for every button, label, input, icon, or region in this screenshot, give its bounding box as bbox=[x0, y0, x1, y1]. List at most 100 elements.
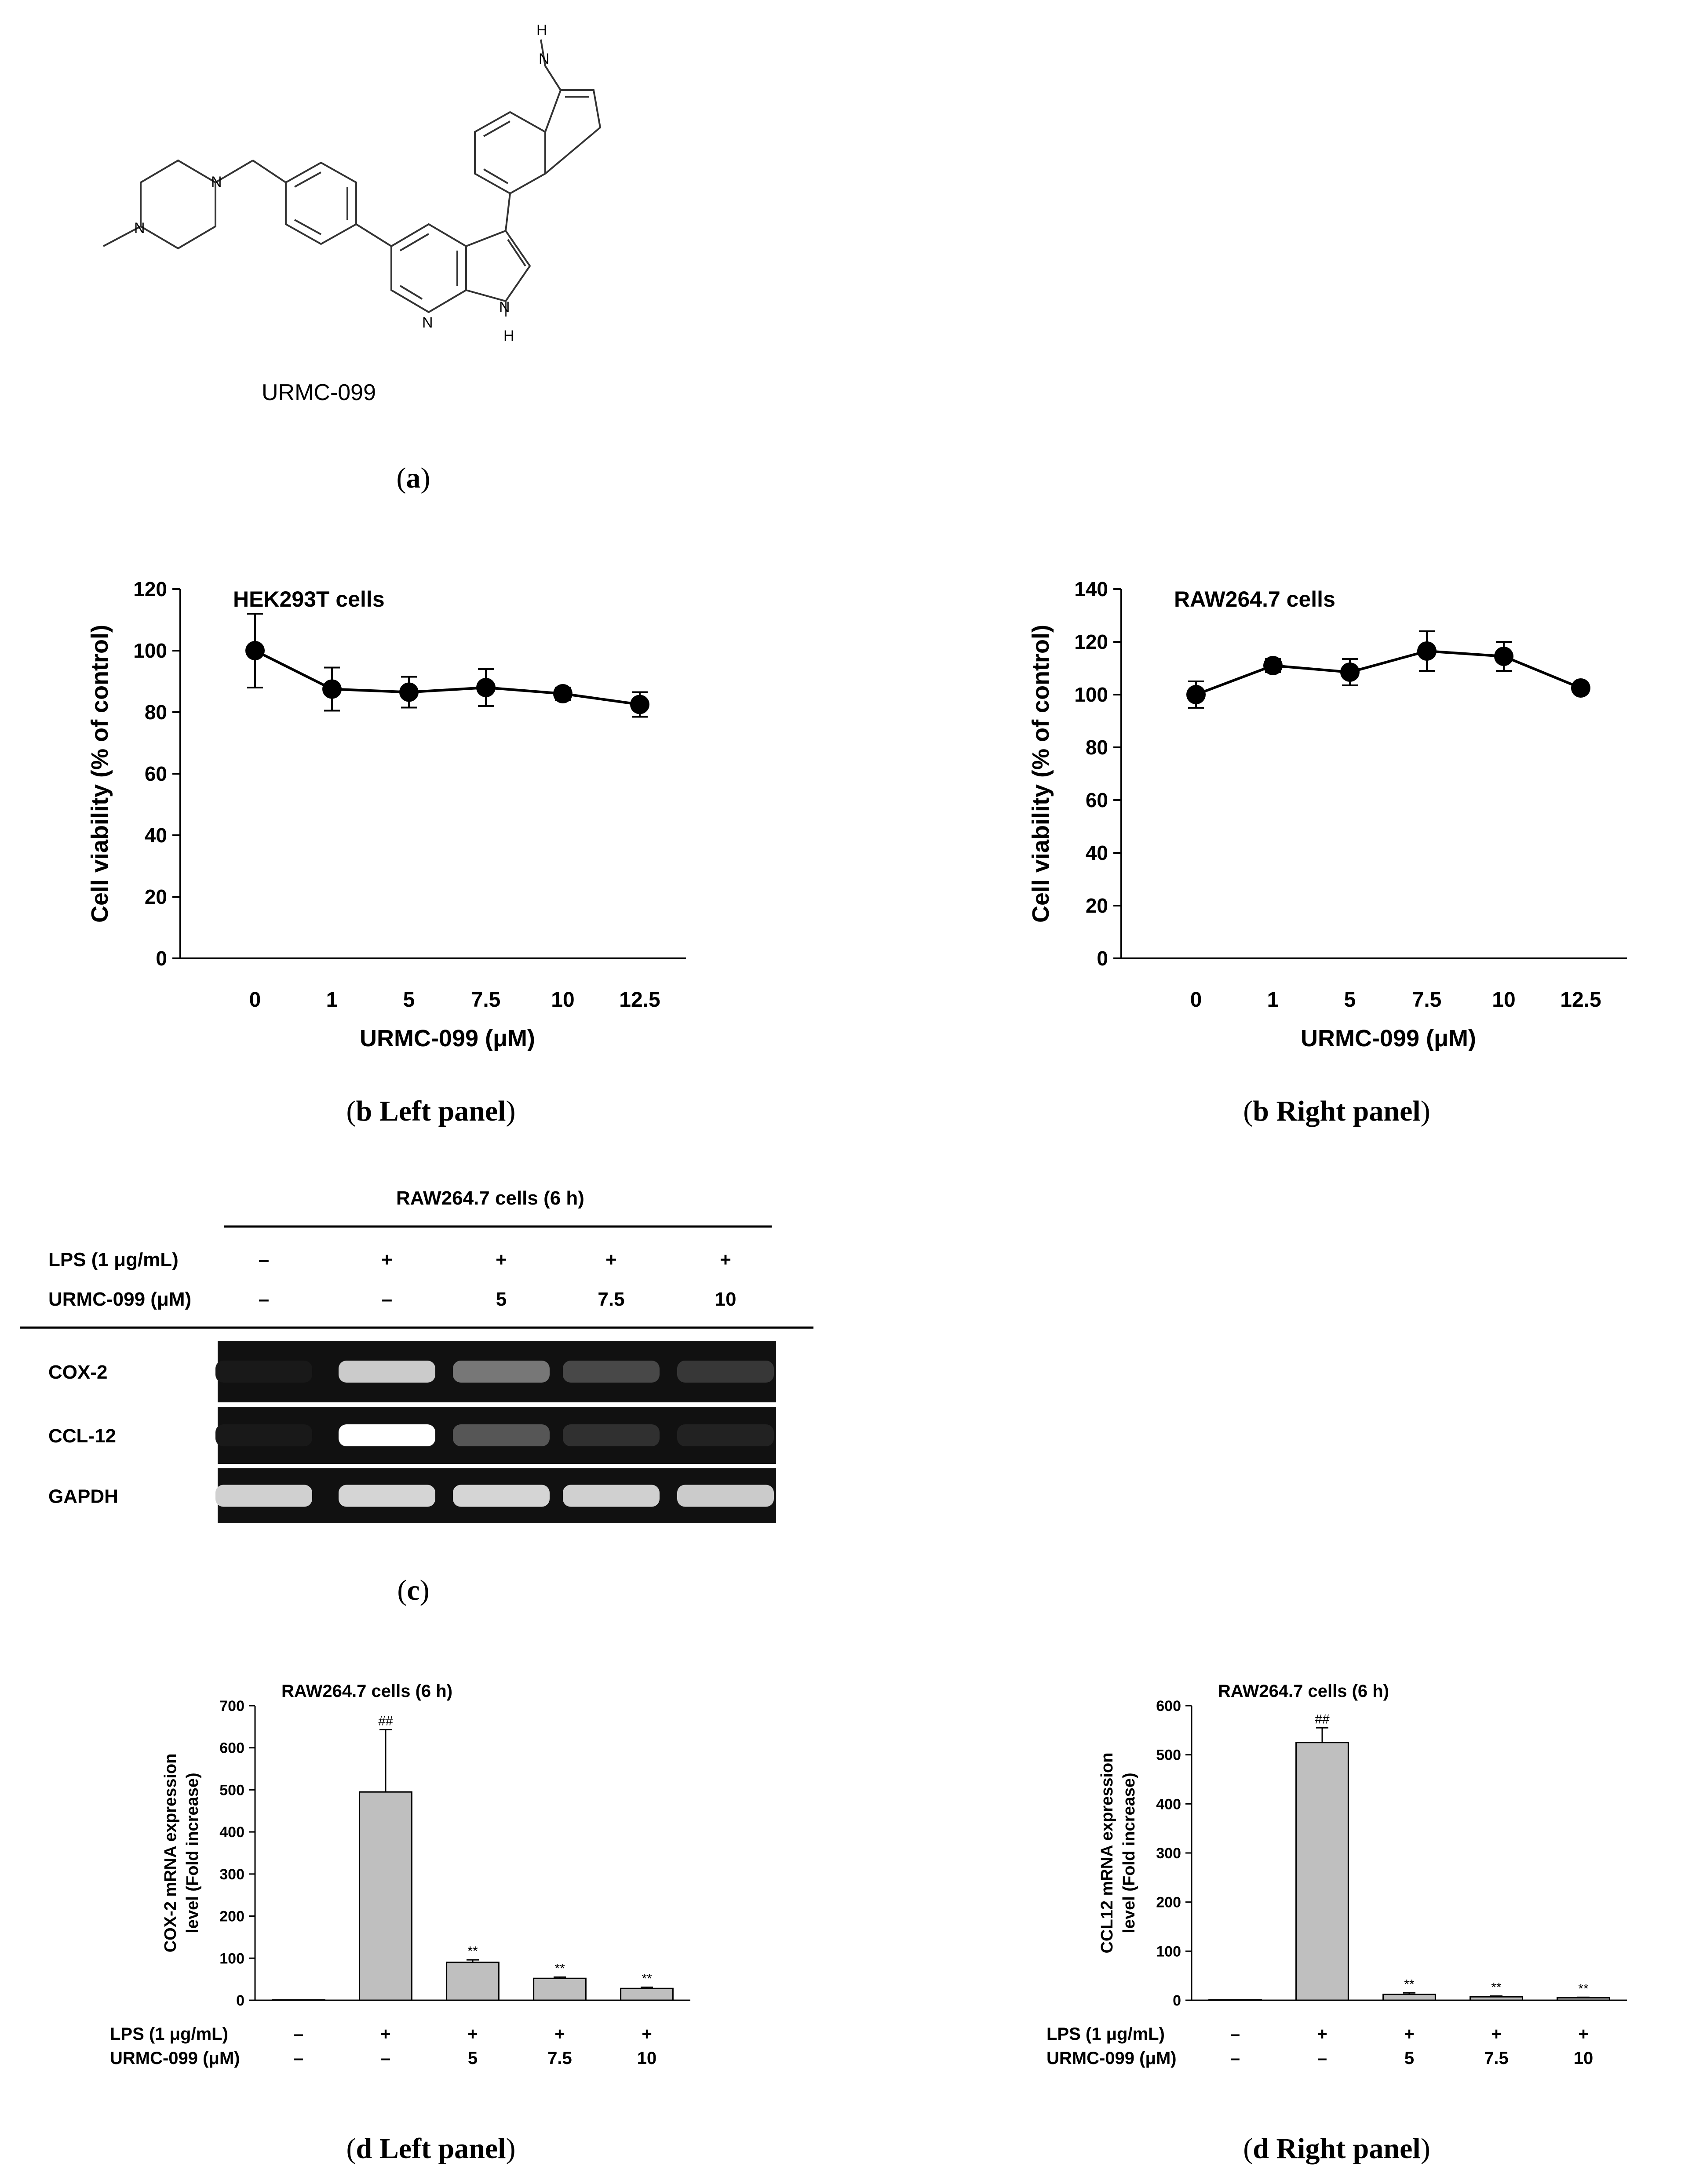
condition-row-label: LPS (1 μg/mL) bbox=[110, 2024, 228, 2044]
condition-row-label: URMC-099 (μM) bbox=[110, 2049, 240, 2068]
data-point bbox=[1494, 647, 1513, 666]
chart-title: HEK293T cells bbox=[233, 587, 385, 612]
y-tick-label: 140 bbox=[1074, 578, 1108, 601]
atom-label-n-indole: N bbox=[539, 51, 550, 67]
condition-row-label: URMC-099 (μM) bbox=[48, 1289, 191, 1310]
condition-value: + bbox=[554, 2024, 565, 2044]
bar bbox=[533, 1977, 587, 2001]
y-tick-label: 100 bbox=[1074, 683, 1108, 706]
y-tick-label: 40 bbox=[145, 824, 167, 847]
data-point bbox=[1571, 678, 1590, 698]
caption-b-right: (b Right panel) bbox=[1243, 1095, 1430, 1127]
condition-value: + bbox=[1491, 2024, 1501, 2044]
bar bbox=[1470, 1996, 1523, 2001]
structure-bonds bbox=[103, 39, 602, 317]
condition-value: – bbox=[1230, 2024, 1240, 2044]
gel-band bbox=[677, 1424, 774, 1446]
x-tick-label: 7.5 bbox=[1412, 988, 1442, 1012]
atom-label-h-top: H bbox=[536, 22, 547, 39]
data-point bbox=[1340, 662, 1360, 682]
x-axis-label: URMC-099 (μM) bbox=[360, 1025, 535, 1052]
atom-label-n-piperazine-left: N bbox=[134, 220, 145, 237]
y-tick-label: 700 bbox=[219, 1698, 244, 1714]
gel-band bbox=[215, 1485, 312, 1507]
condition-value: + bbox=[496, 1249, 507, 1270]
data-point bbox=[1186, 685, 1206, 704]
condition-value: + bbox=[720, 1249, 731, 1270]
significance-label: ** bbox=[554, 1961, 565, 1976]
x-tick-label: 7.5 bbox=[471, 988, 501, 1012]
condition-value: 5 bbox=[468, 2049, 478, 2068]
caption-a: (a) bbox=[396, 462, 430, 494]
y-tick-label: 500 bbox=[219, 1782, 244, 1798]
atom-label-n-pyridine: N bbox=[422, 314, 433, 331]
data-point bbox=[399, 682, 419, 702]
condition-row-label: LPS (1 μg/mL) bbox=[1047, 2024, 1165, 2044]
significance-label: ** bbox=[1491, 1980, 1502, 1995]
y-tick-label: 120 bbox=[1074, 630, 1108, 653]
data-point bbox=[322, 679, 342, 699]
y-tick-label: 500 bbox=[1156, 1747, 1181, 1764]
data-point bbox=[1417, 641, 1437, 661]
condition-value: – bbox=[381, 2049, 390, 2068]
x-tick-label: 5 bbox=[1344, 988, 1356, 1012]
chart-d-left: 0 100 200 300 400 500 600 700 RAW264.7 cells (6 … bbox=[110, 1682, 690, 2068]
condition-value: – bbox=[382, 1289, 392, 1310]
y-tick-label: 20 bbox=[145, 885, 167, 908]
condition-value: + bbox=[605, 1249, 617, 1270]
gene-label: CCL-12 bbox=[48, 1425, 116, 1447]
bar bbox=[1382, 1994, 1436, 2001]
atom-label-n-pyrrole: N bbox=[499, 299, 510, 316]
y-tick-label: 100 bbox=[219, 1950, 244, 1967]
condition-value: + bbox=[381, 1249, 393, 1270]
gel-band bbox=[339, 1424, 435, 1446]
condition-value: 10 bbox=[1574, 2049, 1593, 2068]
chart-title: RAW264.7 cells (6 h) bbox=[1218, 1682, 1389, 1701]
condition-value: 5 bbox=[496, 1289, 507, 1310]
data-point bbox=[1263, 656, 1283, 675]
gel-band bbox=[677, 1485, 774, 1507]
bar bbox=[446, 1962, 500, 2001]
atom-label-h-bottom: H bbox=[503, 328, 514, 344]
y-tick-label: 0 bbox=[156, 947, 167, 970]
condition-value: + bbox=[1404, 2024, 1414, 2044]
significance-label: ** bbox=[1404, 1977, 1415, 1991]
caption-c: (c) bbox=[397, 1574, 430, 1606]
y-tick-label: 300 bbox=[219, 1866, 244, 1883]
y-tick-label: 20 bbox=[1086, 894, 1108, 917]
y-tick-label: 100 bbox=[1156, 1943, 1181, 1960]
x-tick-label: 10 bbox=[1492, 988, 1515, 1012]
condition-value: – bbox=[1317, 2049, 1327, 2068]
significance-label: ** bbox=[1578, 1981, 1589, 1996]
x-tick-label: 0 bbox=[1190, 988, 1202, 1012]
gene-label: GAPDH bbox=[48, 1486, 118, 1507]
y-axis-label-line: COX-2 mRNA expression bbox=[161, 1754, 180, 1953]
gel-band bbox=[677, 1361, 774, 1383]
x-tick-label: 0 bbox=[249, 988, 261, 1012]
condition-row-label: URMC-099 (μM) bbox=[1047, 2049, 1177, 2068]
significance-label: ## bbox=[1315, 1712, 1330, 1726]
y-axis-label-line: level (Fold increase) bbox=[183, 1773, 202, 1933]
condition-value: – bbox=[294, 2024, 303, 2044]
chemical-structure: H N N N N N H URMC-099 bbox=[103, 22, 602, 404]
condition-value: + bbox=[642, 2024, 652, 2044]
y-tick-label: 200 bbox=[219, 1908, 244, 1925]
y-tick-label: 60 bbox=[1086, 789, 1108, 812]
y-tick-label: 600 bbox=[219, 1740, 244, 1757]
gel-band bbox=[215, 1361, 312, 1383]
condition-value: + bbox=[1578, 2024, 1588, 2044]
gel-band bbox=[563, 1485, 660, 1507]
gel-band bbox=[453, 1424, 550, 1446]
condition-value: 7.5 bbox=[598, 1289, 624, 1310]
y-tick-label: 0 bbox=[1097, 947, 1108, 970]
y-tick-label: 0 bbox=[1173, 1992, 1181, 2009]
condition-value: 7.5 bbox=[547, 2049, 572, 2068]
condition-value: 7.5 bbox=[1484, 2049, 1509, 2068]
significance-label: ** bbox=[642, 1971, 652, 1986]
gel-band bbox=[453, 1361, 550, 1383]
gel-band bbox=[339, 1485, 435, 1507]
gel-band bbox=[339, 1361, 435, 1383]
gel-band bbox=[453, 1485, 550, 1507]
series-line bbox=[254, 649, 640, 706]
